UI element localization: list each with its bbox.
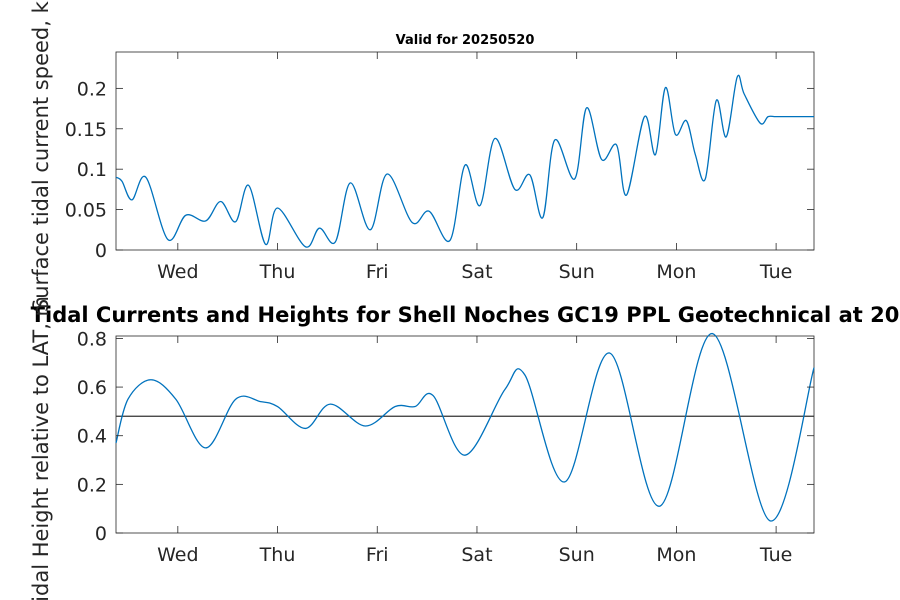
x-tick-label: Wed xyxy=(157,544,198,566)
x-tick-label: Tue xyxy=(759,544,792,566)
x-tick-label: Sun xyxy=(559,544,595,566)
tidal-height-x-ticks: Wed Thu Fri Sat Sun Mon Tue xyxy=(157,336,792,566)
x-tick-label: Fri xyxy=(366,544,389,566)
x-tick-label: Wed xyxy=(157,261,198,283)
current-speed-y-ticks: 0 0.05 0.1 0.15 0.2 xyxy=(65,78,814,262)
y-tick-label: 0.2 xyxy=(77,78,107,100)
x-tick-label: Thu xyxy=(259,544,296,566)
x-tick-label: Mon xyxy=(656,544,696,566)
tidal-height-axes-box xyxy=(115,335,815,534)
y-tick-label: 0.6 xyxy=(77,377,107,399)
y-tick-label: 0.8 xyxy=(77,328,107,350)
y-tick-label: 0.05 xyxy=(65,200,107,222)
y-tick-label: 0.2 xyxy=(77,474,107,496)
current-speed-title: Valid for 20250520 xyxy=(396,33,535,48)
y-tick-label: 0 xyxy=(95,523,107,545)
tidal-height-y-ticks: 0 0.2 0.4 0.6 0.8 xyxy=(77,328,814,545)
y-tick-label: 0.1 xyxy=(77,159,107,181)
current-speed-panel: 0 0.05 0.1 0.15 0.2 Wed Thu Fri Sat Sun Mon Tue Va… xyxy=(29,0,815,312)
tidal-height-ylabel: Tidal Height relative to LAT, m xyxy=(29,296,53,600)
tidal-height-panel: 0 0.2 0.4 0.6 0.8 Wed Thu Fri Sat Sun Mon Tue Tida… xyxy=(29,296,899,600)
x-tick-label: Mon xyxy=(656,261,696,283)
x-tick-label: Sat xyxy=(461,544,492,566)
current-speed-x-ticks: Wed Thu Fri Sat Sun Mon Tue xyxy=(157,52,792,283)
tidal-height-series-line xyxy=(115,332,815,522)
x-tick-label: Fri xyxy=(366,261,389,283)
x-tick-label: Sun xyxy=(559,261,595,283)
current-speed-series-line xyxy=(115,74,814,248)
current-speed-axes-box xyxy=(115,51,815,251)
x-tick-label: Tue xyxy=(759,261,792,283)
y-tick-label: 0.15 xyxy=(65,119,107,141)
tidal-height-title: Tidal Currents and Heights for Shell Noc… xyxy=(31,303,900,327)
x-tick-label: Thu xyxy=(259,261,296,283)
x-tick-label: Sat xyxy=(461,261,492,283)
current-speed-ylabel: Surface tidal current speed, kn xyxy=(29,0,53,312)
y-tick-label: 0.4 xyxy=(77,426,107,448)
y-tick-label: 0 xyxy=(95,240,107,262)
